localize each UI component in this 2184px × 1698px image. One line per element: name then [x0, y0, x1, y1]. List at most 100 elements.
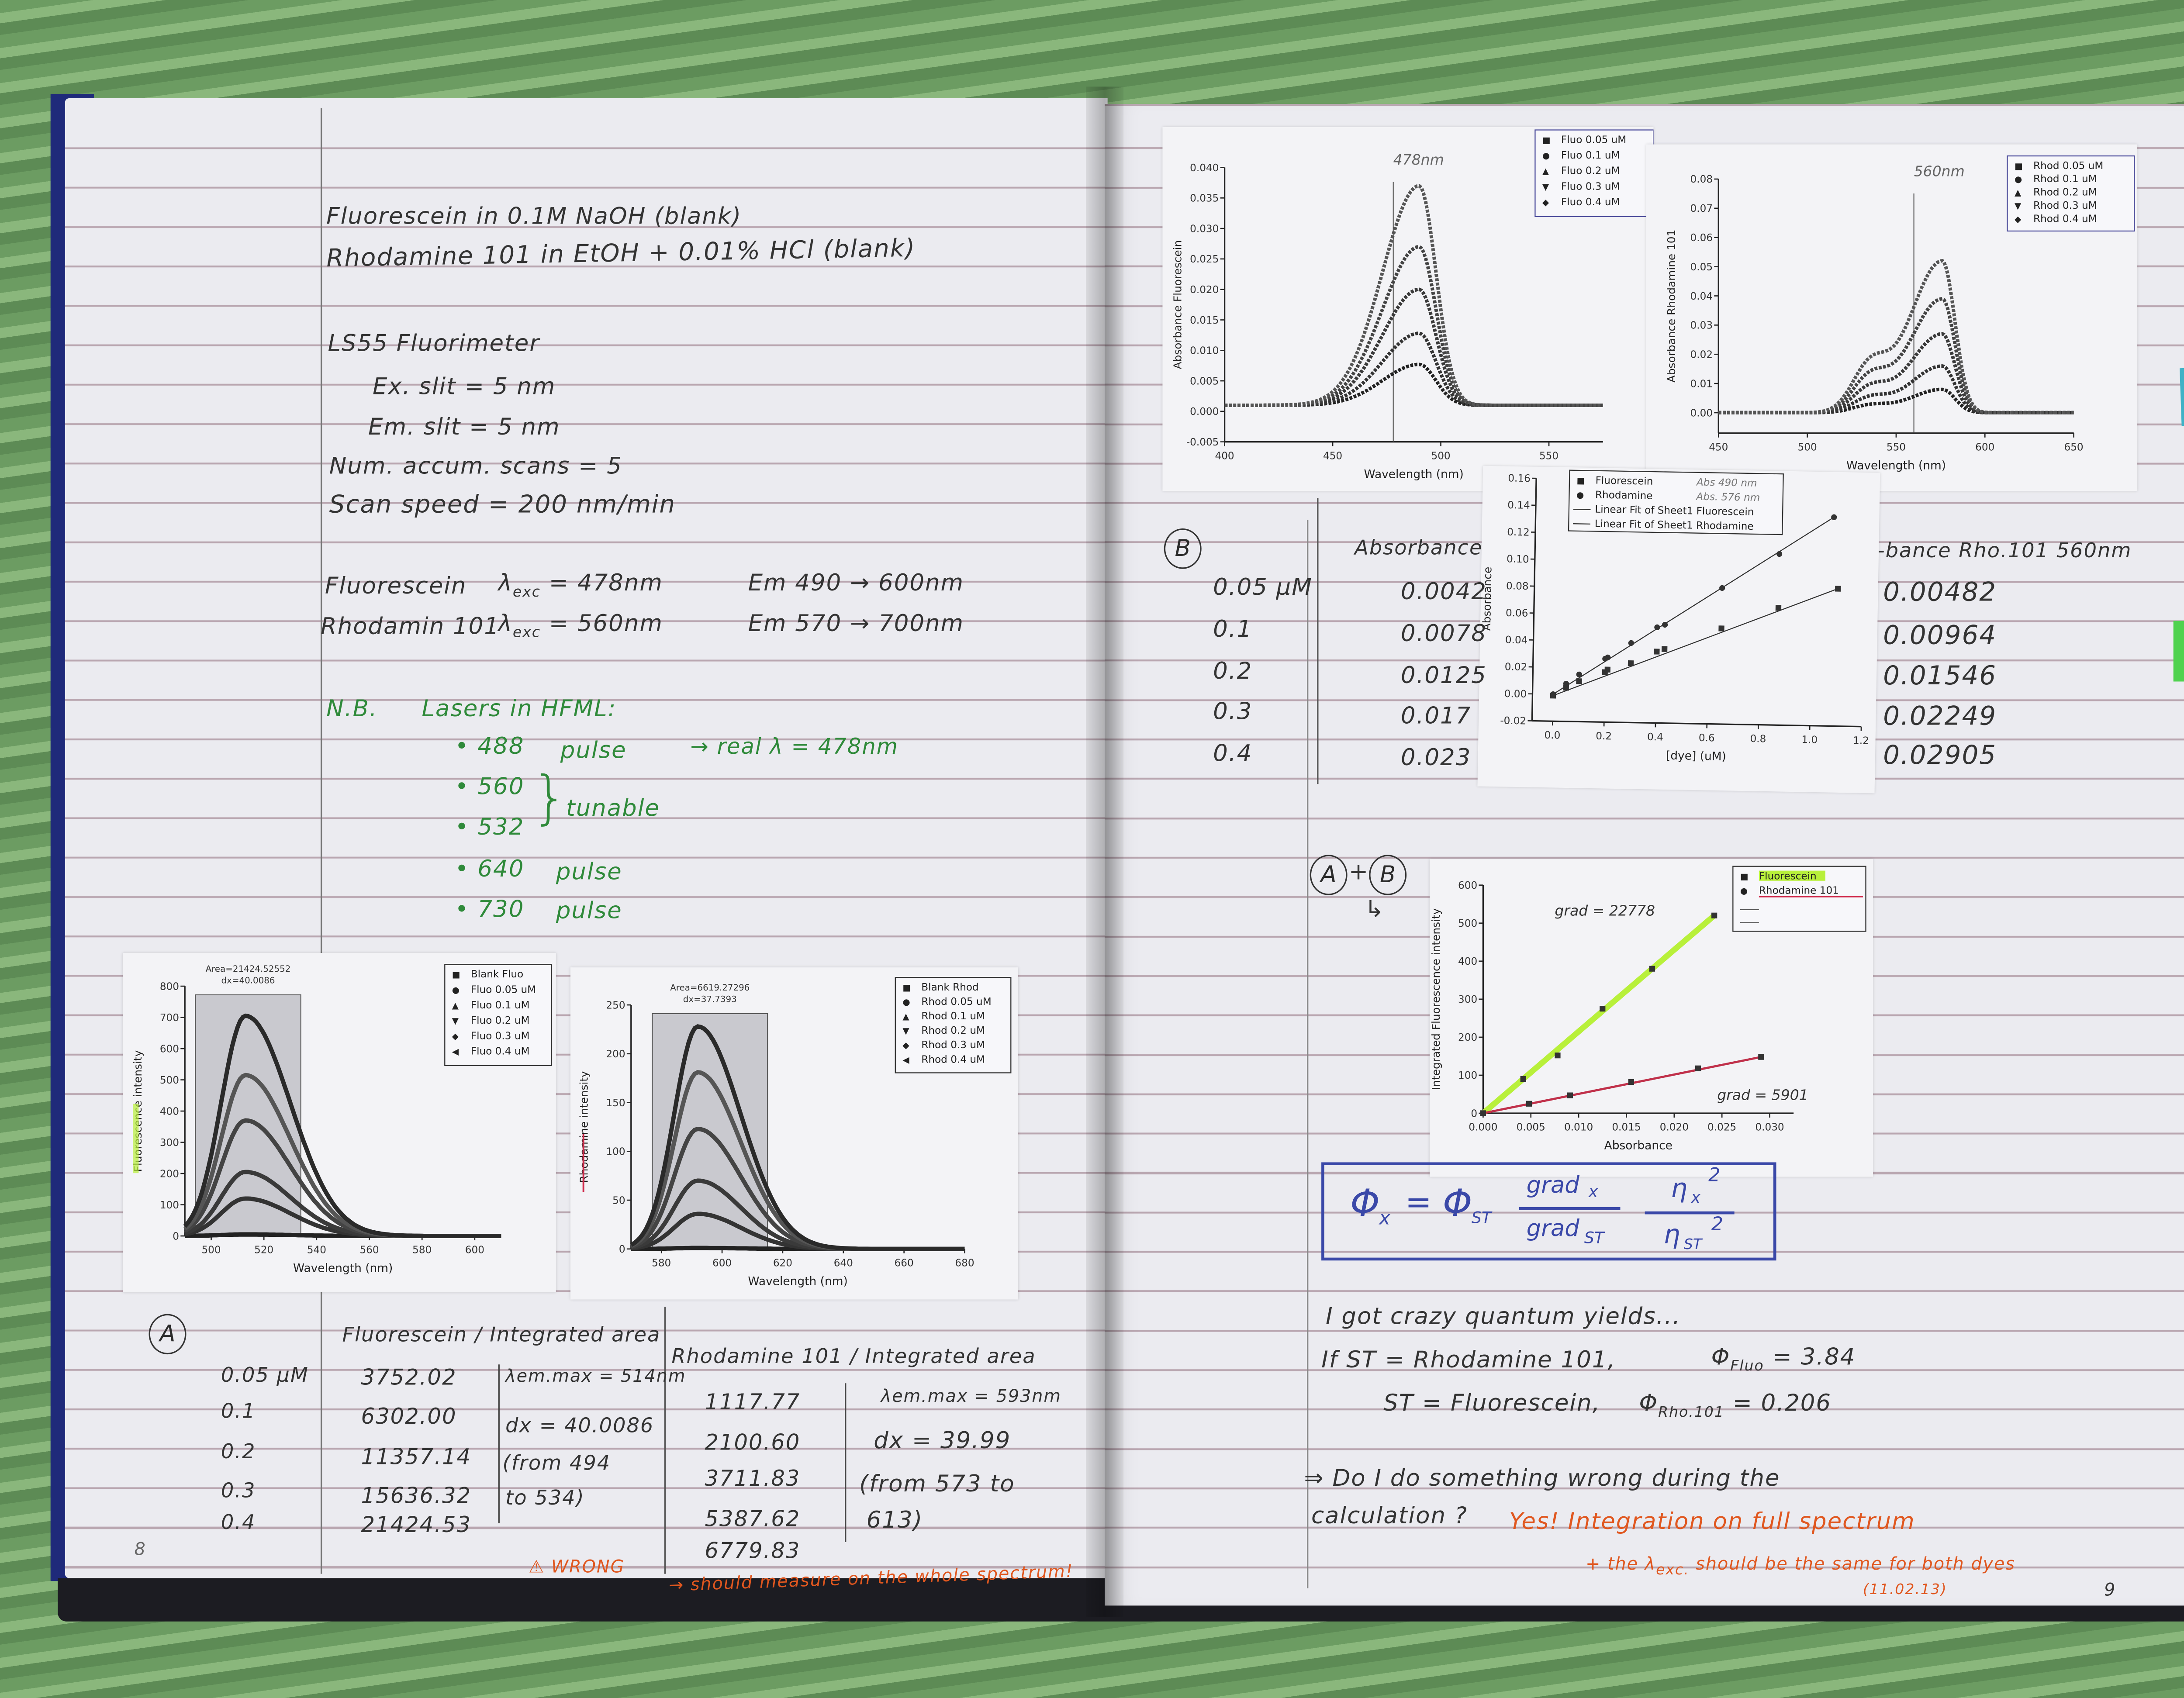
- y-tick-label: 0.005: [1190, 376, 1219, 387]
- conclusion-line-2: If ST = Rhodamine 101,: [1321, 1346, 1616, 1374]
- x-tick-label: 0.015: [1612, 1122, 1641, 1133]
- table-b-rhodamine-value: 0.00964: [1883, 621, 1997, 652]
- y-tick-label: 400: [1458, 956, 1477, 967]
- series-curve-0: [1718, 387, 2074, 414]
- excitation-dye-1: Fluorescein: [325, 572, 467, 600]
- emission-range-1: Em 490 → 600nm: [748, 569, 964, 597]
- left-page: [65, 98, 1108, 1578]
- n-st-square: 2: [1711, 1214, 1724, 1236]
- table-a-fluorescein-value: 15636.32: [361, 1483, 472, 1509]
- x-tick-label: 580: [412, 1245, 432, 1256]
- series-curve-1: [1224, 331, 1603, 407]
- y-tick-label: 0.025: [1190, 254, 1219, 265]
- y-tick-label: 0.03: [1690, 320, 1713, 331]
- fit-line: [1482, 1056, 1762, 1115]
- x-tick-label: 0.000: [1469, 1122, 1497, 1133]
- left-margin-line: [320, 108, 322, 1574]
- laser-560: • 560: [455, 772, 525, 800]
- y-tick-label: 0.04: [1505, 635, 1528, 646]
- rhodamine-em-max: λem.max = 593nm: [881, 1386, 1062, 1407]
- y-tick-label: 600: [1458, 880, 1477, 891]
- x-axis-label: Wavelength (nm): [1364, 467, 1464, 481]
- legend-marker: ●: [452, 985, 460, 995]
- table-b-rhodamine-value: 0.02905: [1883, 741, 1997, 771]
- quantum-yield-formula: Φ x = Φ ST grad x grad ST η x 2 η ST 2: [1321, 1162, 1776, 1261]
- setting-scans: Num. accum. scans = 5: [329, 452, 622, 480]
- y-tick-label: 0.06: [1690, 232, 1713, 244]
- y-tick-label: 0.02: [1505, 661, 1527, 673]
- table-b-rhodamine-value: 0.02249: [1883, 701, 1997, 732]
- legend-marker: ■: [1576, 476, 1585, 486]
- y-tick-label: 0.00: [1690, 407, 1713, 419]
- table-a-concentration: 0.1: [221, 1400, 256, 1424]
- excitation-dye-2: Rhodamin 101: [320, 612, 500, 640]
- phi-symbol: Φ: [1711, 1343, 1731, 1370]
- phi-st-subscript: ST: [1471, 1208, 1492, 1228]
- fluorescein-range-1: (from 494: [502, 1452, 611, 1476]
- legend-marker: ●: [1576, 490, 1584, 500]
- y-axis: [1531, 478, 1537, 721]
- nb-label: N.B.: [326, 694, 378, 722]
- wrong-warning: ⚠ WRONG: [529, 1556, 625, 1577]
- legend-marker: ●: [902, 997, 910, 1007]
- y-tick-label: 700: [160, 1012, 179, 1024]
- phi-st-symbol: Φ: [1442, 1182, 1472, 1226]
- x-tick-label: 600: [712, 1257, 732, 1269]
- x-tick-label: 500: [201, 1245, 221, 1256]
- fit-line: [1481, 913, 1716, 1116]
- page-number-right: 9: [2104, 1579, 2116, 1600]
- rhodamine-range-2: 613): [866, 1506, 923, 1534]
- y-tick-label: 0.08: [1690, 174, 1713, 185]
- y-tick-label: 0.02: [1690, 349, 1713, 361]
- y-tick-label: 300: [160, 1137, 179, 1149]
- data-point: [1526, 1101, 1532, 1107]
- laser-488: • 488: [455, 732, 525, 760]
- legend-marker: ▼: [902, 1026, 909, 1036]
- n-st-subscript: ST: [1683, 1237, 1702, 1253]
- combined-label-plus: +: [1348, 857, 1369, 885]
- conclusion-line-1: I got crazy quantum yields...: [1326, 1302, 1681, 1330]
- lasers-title: Lasers in HFML:: [422, 694, 617, 722]
- legend-marker: ▼: [2015, 201, 2022, 211]
- arrow-icon: ↳: [1365, 895, 1385, 923]
- gradient-annotation: grad = 5901: [1717, 1087, 1808, 1104]
- phi-x-symbol: Φ: [1350, 1182, 1380, 1226]
- integration-annotation: Area=21424.52552: [206, 964, 291, 974]
- data-point: [1480, 1110, 1486, 1116]
- x-tick-label: 0.010: [1564, 1122, 1593, 1133]
- table-b-rhodamine-value: 0.00482: [1883, 577, 1997, 608]
- laser-640: • 640: [455, 855, 525, 883]
- phi-symbol: Φ: [1639, 1389, 1659, 1417]
- laser-488-type: pulse: [560, 736, 627, 764]
- brace-line: [845, 1383, 847, 1542]
- x-tick-label: 680: [955, 1257, 974, 1269]
- conclusion-line-3: ST = Fluorescein,: [1383, 1389, 1601, 1417]
- y-tick-label: 0.015: [1190, 315, 1219, 326]
- x-tick-label: 0.2: [1596, 731, 1612, 742]
- table-b-divider: [1317, 498, 1319, 784]
- series-curve-2: [1224, 287, 1603, 407]
- x-tick-label: 0.8: [1750, 733, 1766, 745]
- rhodamine-range-1: (from 573 to: [859, 1470, 1015, 1498]
- data-point: [1775, 605, 1782, 611]
- data-point: [1718, 625, 1724, 632]
- legend-entry: Fluo 0.2 uM: [1561, 166, 1620, 177]
- table-b-absorbance-value: 0.0042: [1400, 577, 1487, 605]
- x-tick-label: 580: [652, 1257, 671, 1269]
- entry-date: (11.02.13): [1863, 1582, 1947, 1598]
- chart-rhodamine-absorbance: 450 500 550 600 650 0.00 0.01 0.02 0.03 0.04 0.05 0…: [1646, 144, 2138, 491]
- excitation-value: = 560nm: [549, 609, 663, 637]
- data-point: [1719, 585, 1725, 591]
- legend-entry: Rhod 0.2 uM: [2033, 187, 2097, 198]
- legend-entry: Fluo 0.1 uM: [471, 1000, 530, 1011]
- y-axis-label: Integrated Fluorescence intensity: [1430, 908, 1442, 1090]
- gradient-annotation: grad = 22778: [1555, 902, 1655, 919]
- table-a-concentration: 0.05 μM: [221, 1364, 309, 1388]
- x-tick-label: 0.6: [1699, 732, 1715, 744]
- x-tick-label: 0.020: [1660, 1122, 1689, 1133]
- chart-svg: 0.000 0.005 0.010 0.015 0.020 0.025 0.030 0 100 2…: [1430, 866, 1866, 1153]
- table-a-rhodamine-value: 1117.77: [705, 1389, 801, 1415]
- legend-handwritten-note: Abs 490 nm: [1696, 476, 1757, 489]
- x-axis-label: Absorbance: [1604, 1139, 1673, 1153]
